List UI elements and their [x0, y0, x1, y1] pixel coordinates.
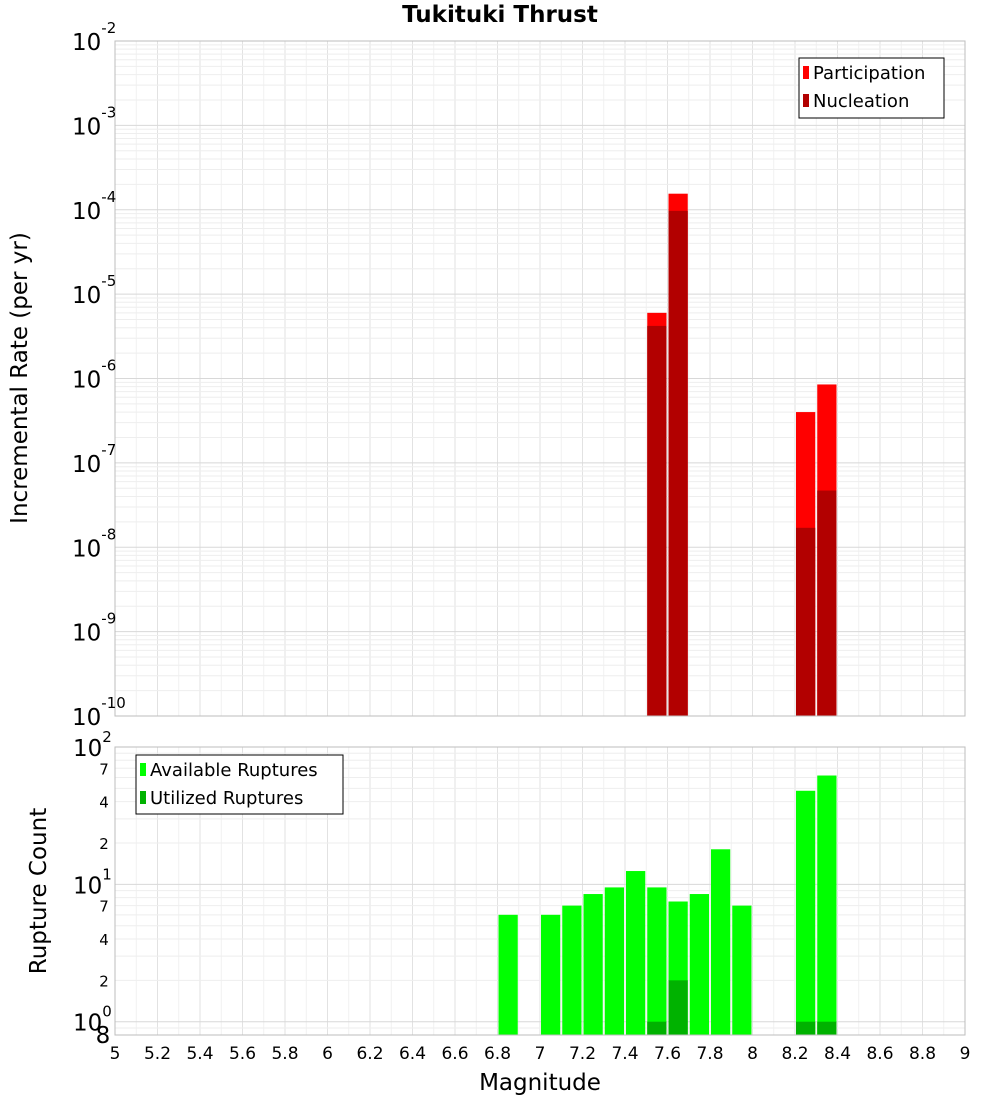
count-plot-bars [498, 775, 837, 1035]
legend-swatch-participation [803, 66, 809, 79]
x-tick-label: 6.6 [441, 1044, 468, 1064]
count-bar-available-ruptures [817, 775, 837, 1035]
rate-y-tick-label: 10-5 [72, 272, 116, 309]
legend-label-participation: Participation [813, 63, 925, 84]
count-y-tick-label: 100 [73, 1003, 112, 1037]
x-tick-labels: 5 5.2 5.4 5.6 5.8 6 6.2 6.4 6.6 6.8 7 7.2 7.4 7.6 7.8 8… [110, 1044, 971, 1064]
rate-plot: 10-10 10-9 10-8 10-7 10-6 10-5 10-4 10-3 10-2 In… [7, 19, 966, 731]
rate-plot-bars [647, 193, 837, 716]
rate-legend-box [798, 57, 945, 119]
count-bar-utilized-ruptures [796, 1021, 816, 1035]
count-bar-available-ruptures [796, 790, 816, 1035]
count-y-axis-label: Rupture Count [26, 808, 52, 974]
x-tick-label: 5.2 [144, 1044, 171, 1064]
rate-y-tick-label: 10-9 [72, 610, 116, 647]
x-tick-label: 8.8 [909, 1044, 936, 1064]
rate-bar-nucleation [668, 210, 688, 716]
count-plot: 100 101 102 8 2 4 7 2 4 7 5 5.2 5.4 5.6 5.8 6 6.2 6.4 6.6… [26, 728, 970, 1096]
legend-swatch-nucleation [803, 94, 809, 107]
x-axis-label: Magnitude [479, 1070, 601, 1096]
x-tick-label: 7.4 [611, 1044, 638, 1064]
legend-label-utilized: Utilized Ruptures [150, 788, 303, 809]
rate-y-tick-label: 10-3 [72, 103, 116, 140]
x-tick-label: 6.8 [484, 1044, 511, 1064]
x-tick-label: 5.8 [271, 1044, 298, 1064]
count-bar-available-ruptures [541, 914, 561, 1035]
x-tick-label: 8.4 [824, 1044, 851, 1064]
rate-legend: Participation Nucleation [798, 57, 945, 119]
rate-y-axis-label: Incremental Rate (per yr) [7, 232, 33, 524]
x-tick-label: 7.6 [654, 1044, 681, 1064]
count-bar-available-ruptures [604, 887, 624, 1035]
count-bar-available-ruptures [711, 849, 731, 1035]
rate-bar-nucleation [817, 490, 837, 716]
x-tick-label: 7 [535, 1044, 546, 1064]
legend-swatch-utilized [140, 791, 146, 804]
count-y-tick-labels: 100 101 102 8 2 4 7 2 4 7 [73, 728, 112, 1049]
count-bar-available-ruptures [562, 905, 582, 1035]
x-tick-label: 5 [110, 1044, 121, 1064]
rate-y-tick-label: 10-7 [72, 441, 116, 478]
legend-label-nucleation: Nucleation [813, 91, 909, 112]
count-y-tick-label: 101 [73, 865, 112, 899]
x-tick-label: 6 [322, 1044, 333, 1064]
count-bar-available-ruptures [626, 871, 646, 1035]
count-y-tick-label: 102 [73, 728, 112, 762]
x-tick-label: 8 [747, 1044, 758, 1064]
x-tick-label: 8.6 [866, 1044, 893, 1064]
count-bar-available-ruptures [498, 914, 518, 1035]
count-bar-available-ruptures [732, 905, 752, 1035]
count-y-minor-label: 2 [99, 835, 109, 853]
count-y-minor-label: 2 [99, 972, 109, 990]
rate-bar-nucleation [647, 325, 667, 716]
count-y-minor-label: 8 [96, 1023, 111, 1049]
count-bar-available-ruptures [647, 887, 667, 1035]
count-bar-available-ruptures [583, 894, 603, 1035]
x-tick-label: 5.4 [186, 1044, 213, 1064]
legend-swatch-available [140, 763, 146, 776]
count-legend-box [135, 754, 344, 815]
rate-y-tick-label: 10-2 [72, 19, 116, 56]
count-y-minor-label: 7 [99, 760, 109, 778]
count-plot-frame [114, 746, 966, 1036]
x-tick-label: 5.6 [229, 1044, 256, 1064]
chart-title: Tukituki Thrust [402, 2, 598, 28]
count-bar-utilized-ruptures [647, 1021, 667, 1035]
rate-plot-grid [114, 41, 966, 717]
count-bar-available-ruptures [689, 894, 709, 1035]
count-legend: Available Ruptures Utilized Ruptures [135, 754, 344, 815]
x-tick-label: 9 [960, 1044, 971, 1064]
x-tick-label: 7.2 [569, 1044, 596, 1064]
count-y-minor-label: 4 [99, 794, 109, 812]
x-tick-label: 6.4 [399, 1044, 426, 1064]
rate-y-tick-label: 10-4 [72, 188, 116, 225]
count-bar-utilized-ruptures [817, 1021, 837, 1035]
rate-plot-frame [114, 40, 966, 717]
rate-y-tick-label: 10-10 [72, 694, 126, 731]
count-y-minor-label: 7 [99, 898, 109, 916]
rate-y-tick-labels: 10-10 10-9 10-8 10-7 10-6 10-5 10-4 10-3 10-2 [72, 19, 126, 731]
x-tick-label: 8.2 [781, 1044, 808, 1064]
x-tick-label: 6.2 [356, 1044, 383, 1064]
x-tick-label: 7.8 [696, 1044, 723, 1064]
count-bar-utilized-ruptures [668, 980, 688, 1035]
count-y-minor-label: 4 [99, 931, 109, 949]
rate-y-tick-label: 10-6 [72, 357, 116, 394]
rate-y-tick-label: 10-8 [72, 525, 116, 562]
rate-bar-nucleation [796, 527, 816, 716]
legend-label-available: Available Ruptures [150, 760, 318, 781]
